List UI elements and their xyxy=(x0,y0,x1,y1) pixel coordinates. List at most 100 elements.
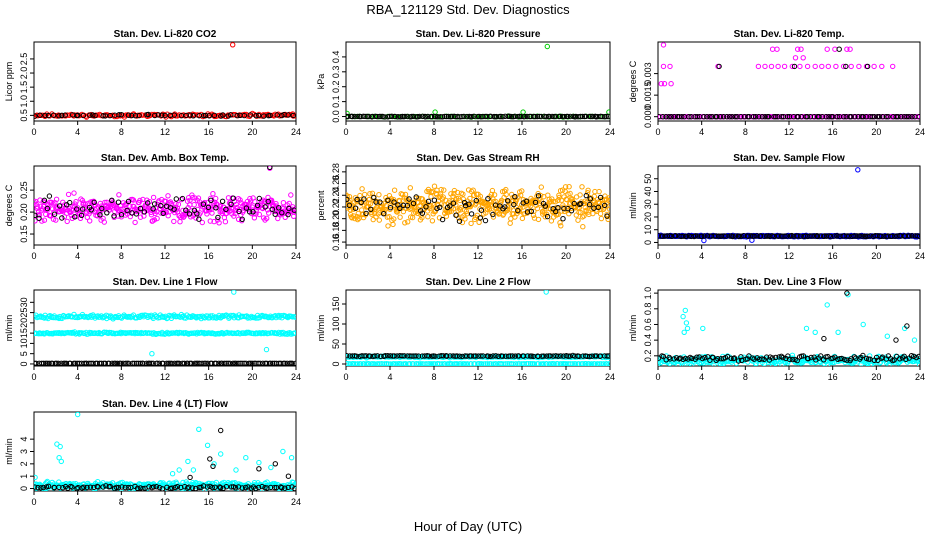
data-point xyxy=(41,217,48,223)
data-point xyxy=(865,233,871,239)
data-point xyxy=(585,209,591,215)
x-tick-label: 0 xyxy=(31,127,36,137)
data-point xyxy=(903,356,909,362)
data-point xyxy=(680,313,686,320)
figure-title: RBA_121129 Std. Dev. Diagnostics xyxy=(366,2,570,17)
y-tick-label: 0 xyxy=(331,361,341,366)
data-point xyxy=(138,330,144,337)
data-point xyxy=(360,211,366,217)
data-point xyxy=(40,484,47,491)
data-point xyxy=(604,213,610,219)
data-point xyxy=(507,353,513,359)
data-point xyxy=(129,112,135,119)
data-point xyxy=(844,290,850,296)
data-point xyxy=(814,233,821,240)
y-tick-label: 0.003 xyxy=(643,62,653,85)
y-tick-label: 1.0 xyxy=(643,287,653,300)
data-point xyxy=(253,485,259,491)
data-point xyxy=(363,361,369,366)
data-point xyxy=(61,214,68,220)
data-point xyxy=(206,113,213,119)
data-point xyxy=(720,114,727,120)
data-point xyxy=(713,357,719,363)
data-point xyxy=(392,113,399,120)
data-point xyxy=(836,46,842,52)
data-point xyxy=(471,113,477,120)
data-point xyxy=(723,233,729,239)
data-point xyxy=(190,113,197,119)
data-point xyxy=(41,197,48,204)
x-tick-label: 8 xyxy=(743,251,748,261)
data-point xyxy=(681,329,687,335)
data-point xyxy=(151,484,157,490)
data-point xyxy=(347,361,353,366)
data-point xyxy=(275,215,281,222)
data-point xyxy=(450,200,457,206)
data-point xyxy=(479,361,485,366)
data-point xyxy=(213,205,219,211)
data-point xyxy=(751,233,757,239)
data-point xyxy=(57,443,63,450)
data-point xyxy=(210,315,216,321)
data-point xyxy=(190,467,197,473)
data-point xyxy=(252,199,258,205)
data-point xyxy=(176,467,182,473)
data-point xyxy=(78,212,85,219)
data-point xyxy=(174,484,181,490)
x-tick-label: 4 xyxy=(75,127,80,137)
data-point xyxy=(531,361,538,366)
data-point xyxy=(42,112,48,119)
data-point xyxy=(257,360,263,366)
data-point xyxy=(871,63,877,70)
y-tick-label: 0.22 xyxy=(331,198,341,216)
data-point xyxy=(834,233,840,239)
data-point xyxy=(738,354,744,360)
data-point xyxy=(759,356,765,362)
panel-1: Stan. Dev. Li-820 CO2 0 4 8 12 16 20 24 0.51.01.… xyxy=(4,29,301,137)
x-tick-label: 4 xyxy=(387,127,392,137)
data-point xyxy=(539,208,546,215)
data-point xyxy=(385,197,391,204)
data-point xyxy=(450,353,456,359)
data-point xyxy=(242,484,249,491)
y-tick-label: 0.20 xyxy=(19,203,29,221)
data-point xyxy=(160,210,166,217)
data-point xyxy=(606,195,610,201)
data-point xyxy=(222,219,229,225)
data-point xyxy=(511,211,517,217)
data-point xyxy=(243,455,249,461)
data-point xyxy=(846,233,852,239)
data-point xyxy=(509,353,516,359)
data-point xyxy=(62,112,68,118)
data-point xyxy=(876,114,883,120)
data-point xyxy=(789,356,796,363)
data-point xyxy=(468,211,475,217)
data-point xyxy=(762,114,768,120)
data-point xyxy=(585,187,591,194)
x-tick-label: 0 xyxy=(31,372,36,382)
data-point xyxy=(535,353,541,360)
points-group xyxy=(34,412,296,491)
data-point xyxy=(199,330,205,336)
data-point xyxy=(586,353,593,360)
data-point xyxy=(487,353,494,360)
data-point xyxy=(461,113,467,120)
y-tick-label: 15 xyxy=(19,328,29,338)
data-point xyxy=(797,233,804,239)
data-point xyxy=(732,114,738,120)
data-point xyxy=(63,360,70,366)
data-point xyxy=(908,353,915,359)
data-point xyxy=(36,215,42,222)
data-point xyxy=(717,114,724,120)
data-point xyxy=(159,112,165,118)
data-point xyxy=(490,361,496,366)
data-point xyxy=(109,360,115,366)
x-tick-label: 16 xyxy=(828,251,838,261)
data-point xyxy=(202,112,209,119)
data-point xyxy=(419,113,426,120)
data-point xyxy=(751,356,757,362)
data-point xyxy=(809,233,815,239)
data-point xyxy=(55,360,61,366)
data-point xyxy=(686,114,692,120)
data-point xyxy=(59,112,65,119)
